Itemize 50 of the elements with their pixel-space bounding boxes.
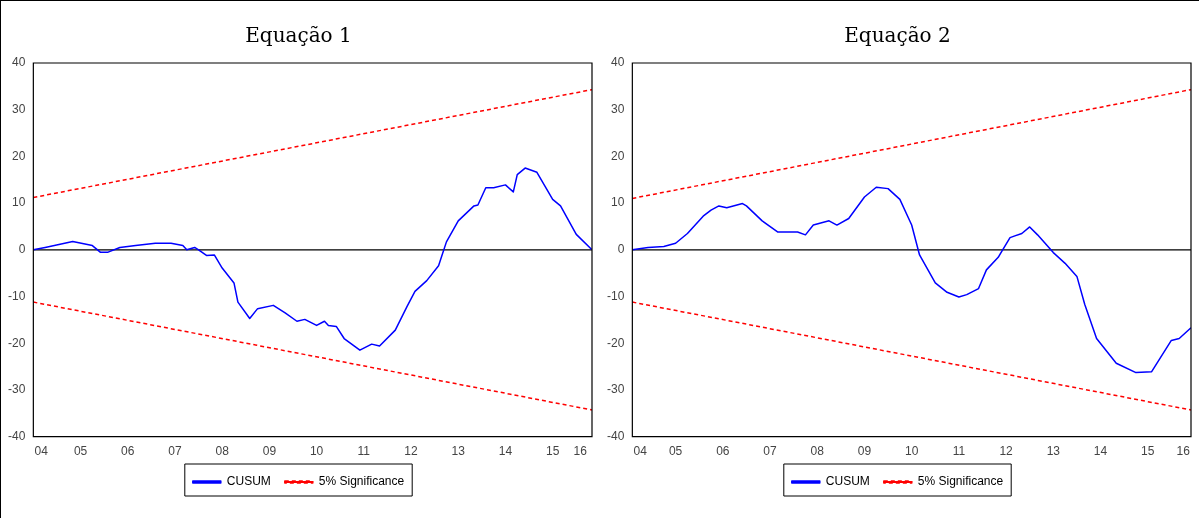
- x-tick-label: 08: [810, 444, 825, 459]
- x-tick-label: 06: [716, 444, 730, 459]
- legend-label: CUSUM: [226, 474, 271, 489]
- x-tick-label: 12: [404, 444, 419, 459]
- chart-title: Equação 1: [245, 23, 352, 48]
- y-tick-label: -20: [8, 335, 26, 350]
- x-tick-label: 09: [262, 444, 277, 459]
- x-tick-label: 06: [121, 444, 135, 459]
- x-tick-label: 16: [1176, 444, 1191, 459]
- x-tick-label: 07: [168, 444, 182, 459]
- x-tick-label: 11: [357, 444, 371, 459]
- y-tick-label: 30: [610, 102, 625, 117]
- x-tick-label: 04: [633, 444, 648, 459]
- y-tick-label: -40: [8, 428, 26, 443]
- y-tick-label: -40: [607, 428, 625, 443]
- x-tick-label: 11: [952, 444, 966, 459]
- y-tick-label: 0: [18, 242, 26, 257]
- x-tick-label: 07: [763, 444, 778, 459]
- y-tick-label: 0: [617, 242, 625, 257]
- x-tick-label: 12: [999, 444, 1014, 459]
- x-tick-label: 04: [34, 444, 49, 459]
- y-tick-label: 10: [610, 195, 625, 210]
- x-tick-label: 05: [668, 444, 683, 459]
- x-tick-label: 15: [1141, 444, 1155, 459]
- x-tick-label: 15: [545, 444, 560, 459]
- x-tick-label: 09: [857, 444, 872, 459]
- y-tick-label: 40: [11, 55, 26, 70]
- y-tick-label: -30: [607, 382, 625, 397]
- x-tick-label: 14: [1093, 444, 1108, 459]
- legend-label: CUSUM: [825, 474, 870, 489]
- x-tick-label: 13: [1046, 444, 1061, 459]
- x-tick-label: 14: [498, 444, 513, 459]
- x-tick-label: 16: [573, 444, 588, 459]
- y-tick-label: -20: [607, 335, 625, 350]
- x-tick-label: 08: [215, 444, 230, 459]
- x-tick-label: 10: [904, 444, 919, 459]
- y-tick-label: -10: [8, 288, 26, 303]
- y-tick-label: -30: [8, 382, 26, 397]
- y-tick-label: 20: [610, 148, 625, 163]
- x-tick-label: 10: [309, 444, 324, 459]
- y-tick-label: 20: [11, 148, 26, 163]
- legend-label: 5% Significance: [917, 474, 1004, 489]
- chart-title: Equação 2: [844, 23, 951, 48]
- y-tick-label: 40: [610, 55, 625, 70]
- y-tick-label: -10: [607, 288, 625, 303]
- y-tick-label: 30: [11, 102, 26, 117]
- x-tick-label: 05: [73, 444, 88, 459]
- x-tick-label: 13: [451, 444, 466, 459]
- legend-label: 5% Significance: [318, 474, 405, 489]
- y-tick-label: 10: [11, 195, 26, 210]
